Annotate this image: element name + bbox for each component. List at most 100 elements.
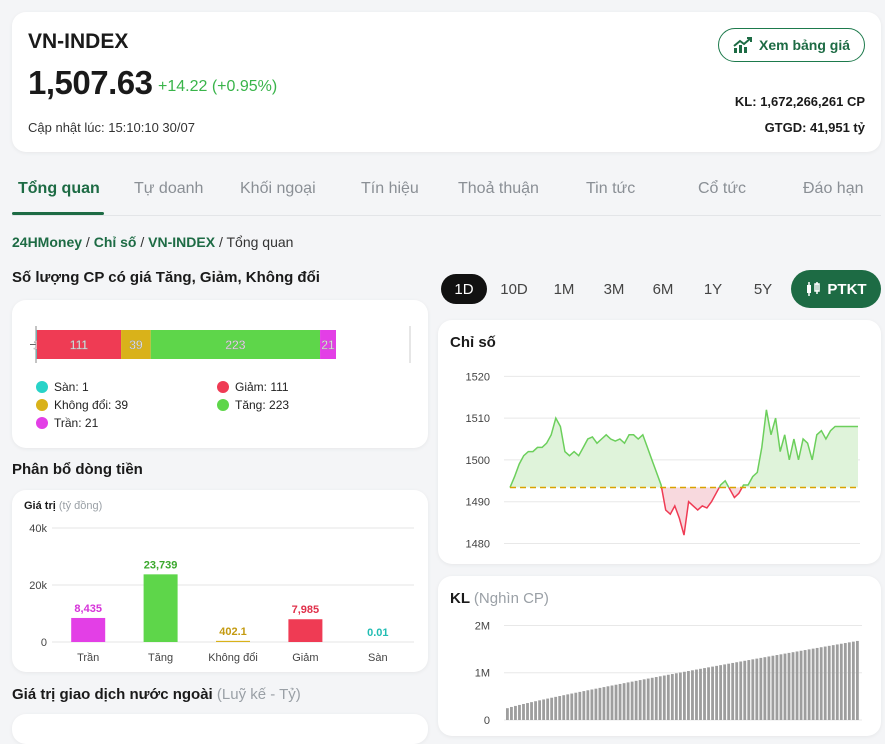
index-header-card: VN-INDEX 1,507.63 +14.22 (+0.95%) Cập nh… (12, 12, 881, 152)
index-chart-title: Chỉ số (450, 334, 496, 351)
breadcrumb-indices[interactable]: Chỉ số (93, 234, 137, 250)
period-5y[interactable]: 5Y (753, 280, 773, 298)
index-ytick-label: 1500 (466, 455, 490, 467)
volume-bar (538, 700, 542, 720)
legend-advance: Tăng: 223 (217, 398, 289, 412)
flow-value-label: 7,985 (292, 604, 320, 616)
decline-dot (217, 381, 229, 393)
money-flow-card: Giá trị (tỷ đồng) 40k 20k 0 8,435 Trần 23,739… (12, 490, 428, 672)
volume-bar (562, 695, 566, 720)
tab-maturity[interactable]: Đáo hạn (803, 180, 864, 197)
volume-bar (582, 691, 586, 720)
volume-bar (831, 645, 835, 720)
period-6m[interactable]: 6M (652, 280, 674, 298)
volume-bar (739, 661, 743, 720)
volume-bar (759, 657, 763, 720)
volume-bar (534, 701, 537, 720)
volume-bar (658, 676, 662, 720)
view-price-board-label: Xem bảng giá (758, 37, 851, 53)
volume-bar (687, 671, 690, 720)
tab-signals[interactable]: Tín hiệu (361, 180, 419, 197)
tab-put-through[interactable]: Thoả thuận (458, 180, 539, 197)
volume-bar (638, 680, 642, 720)
foreign-trading-card (12, 714, 428, 744)
volume-bar (791, 652, 795, 720)
volume-bar (799, 650, 803, 720)
volume-bar (546, 698, 550, 720)
period-1d[interactable]: 1D (441, 274, 487, 304)
volume-bar (727, 663, 731, 720)
volume-bar (723, 664, 727, 720)
flow-bar (71, 617, 106, 642)
tab-news[interactable]: Tin tức (586, 180, 636, 197)
view-price-board-button[interactable]: Xem bảng giá (718, 28, 865, 62)
legend-advance-label: Tăng: 223 (235, 398, 290, 412)
count-bar-segment-tran (320, 330, 336, 359)
index-name: VN-INDEX (28, 30, 129, 53)
flow-ytick-label: 20k (29, 580, 47, 592)
breadcrumb-separator: / (136, 234, 149, 250)
index-ytick-label: 1520 (466, 371, 490, 383)
period-10d[interactable]: 10D (500, 280, 528, 298)
volume-bar (855, 640, 859, 720)
volume-bar (767, 656, 771, 720)
period-3m[interactable]: 3M (603, 280, 625, 298)
legend-ceiling: Trần: 21 (36, 416, 98, 430)
volume-chart-title: KL (Nghìn CP) (450, 590, 549, 607)
volume-bar (795, 651, 799, 720)
index-ytick-label: 1480 (466, 538, 490, 550)
trend-up-icon (733, 37, 752, 53)
index-chart-card: Chỉ số 1520 1510 1500 1490 1480 (438, 320, 881, 564)
legend-unchanged-label: Không đổi: 39 (54, 398, 129, 412)
legend-ceiling-label: Trần: 21 (54, 416, 99, 430)
count-bar-label-tran: 21 (321, 338, 335, 352)
period-1y[interactable]: 1Y (703, 280, 723, 298)
breadcrumb-home[interactable]: 24HMoney (12, 234, 83, 250)
flow-category-label: Giảm (292, 652, 318, 664)
volume-bar (518, 704, 521, 720)
flow-value-label: 8,435 (74, 603, 102, 615)
volume-ytick-label: 2M (475, 620, 490, 632)
volume-bar (775, 655, 779, 720)
volume-bar (755, 658, 759, 720)
volume-bar (827, 645, 831, 720)
volume-ytick-label: 0 (484, 715, 490, 727)
volume-bar (654, 677, 658, 720)
volume-bar (783, 653, 787, 720)
breadcrumb: 24HMoney / Chỉ số / VN-INDEX / Tổng quan (12, 234, 293, 250)
tab-foreign[interactable]: Khối ngoại (240, 180, 316, 197)
volume-bar (670, 674, 674, 720)
count-bar-segment-san (36, 330, 37, 359)
count-bar-segment-khong_doi (121, 330, 151, 359)
period-1m[interactable]: 1M (553, 280, 575, 298)
money-flow-axis-label: Giá trị (24, 500, 56, 512)
volume-bar (558, 696, 562, 720)
volume-bar (578, 691, 582, 720)
count-bar-label-khong_doi: 39 (129, 338, 143, 352)
volume-bar (839, 643, 843, 720)
flow-category-label: Trần (77, 652, 99, 664)
flow-value-label: 23,739 (144, 559, 178, 571)
technical-analysis-button[interactable]: PTKT (791, 270, 881, 308)
flow-value-label: 0.01 (367, 627, 388, 639)
volume-bar (522, 703, 525, 720)
breadcrumb-index[interactable]: VN-INDEX (148, 234, 216, 250)
volume-bar (630, 681, 634, 720)
volume-bar (566, 694, 570, 720)
tab-proprietary[interactable]: Tự doanh (134, 180, 204, 197)
money-flow-title: Phân bổ dòng tiền (12, 461, 143, 478)
period-selector: 1D 10D 1M 3M 6M 1Y 5Y PTKT (441, 270, 881, 308)
volume-bar (574, 692, 578, 720)
foreign-trading-label: Giá trị giao dịch nước ngoài (12, 686, 213, 703)
volume-bar-chart: 2M 1M 0 (475, 620, 862, 727)
stock-count-bar: 1 111 39 223 21 (30, 326, 411, 363)
volume-bar (650, 677, 654, 720)
stock-count-title: Số lượng CP có giá Tăng, Giảm, Không đổi (12, 269, 320, 286)
index-ytick-label: 1490 (466, 497, 490, 509)
volume-bar (815, 647, 819, 720)
tab-overview[interactable]: Tổng quan (18, 180, 100, 197)
legend-decline: Giảm: 111 (217, 380, 289, 394)
foreign-trading-title: Giá trị giao dịch nước ngoài (Luỹ kế - T… (12, 686, 301, 703)
tab-dividends[interactable]: Cổ tức (698, 180, 747, 197)
update-time: Cập nhật lúc: 15:10:10 30/07 (28, 120, 195, 135)
